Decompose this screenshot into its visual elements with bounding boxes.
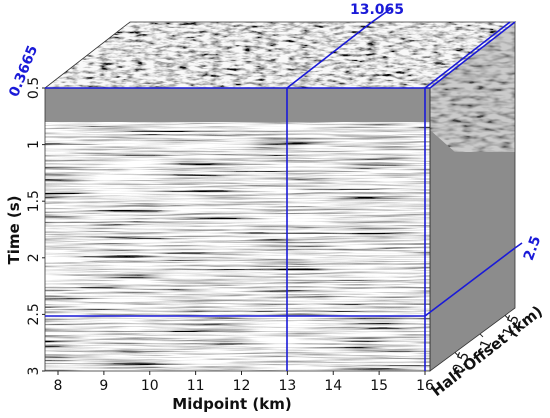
midpoint-axis: 8 9 10 11 12 13 14 15 16 Midpoint (km) bbox=[54, 371, 434, 413]
time-tick-label: 2.5 bbox=[26, 303, 42, 325]
time-tick-label: 1 bbox=[26, 140, 42, 149]
midpoint-tick-label: 11 bbox=[187, 378, 205, 394]
crossline-leader bbox=[371, 7, 393, 23]
offset-tick-mark bbox=[479, 333, 484, 338]
offset-tick-mark bbox=[454, 352, 459, 356]
front-face-inline-section bbox=[45, 88, 430, 371]
midpoint-tick-label: 15 bbox=[370, 378, 388, 394]
time-tick-label: 1.5 bbox=[26, 190, 42, 212]
offset-tick-mark bbox=[504, 315, 509, 319]
midpoint-tick-label: 13 bbox=[278, 378, 296, 394]
offset-leader bbox=[514, 242, 523, 249]
midpoint-tick-label: 9 bbox=[99, 378, 108, 394]
offset-tick-label: 0.5 bbox=[450, 350, 473, 377]
offset-slice-line-top bbox=[424, 21, 511, 89]
midpoint-tick-label: 12 bbox=[233, 378, 251, 394]
midpoint-tick-label: 14 bbox=[324, 378, 342, 394]
midpoint-tick-label: 16 bbox=[416, 378, 434, 394]
crossline-slice-label: 13.065 bbox=[350, 2, 404, 18]
midpoint-tick-label: 10 bbox=[141, 378, 159, 394]
crossline-slice-line-top bbox=[286, 21, 373, 89]
offset-tick-label: 1.5 bbox=[500, 313, 523, 340]
midpoint-tick-label: 8 bbox=[54, 378, 63, 394]
slice-position-lines bbox=[45, 7, 523, 371]
time-tick-label: 0.5 bbox=[26, 77, 42, 99]
side-face-offset-slice bbox=[430, 22, 515, 371]
top-face-time-slice bbox=[45, 22, 515, 88]
time-tick-label: 3 bbox=[26, 367, 42, 376]
offset-depth-line-side bbox=[424, 247, 516, 317]
midpoint-axis-label: Midpoint (km) bbox=[172, 395, 291, 413]
time-axis: Time (s) 0.5 1 1.5 2 2.5 3 bbox=[5, 77, 45, 376]
offset-slice-label: 2.5 bbox=[521, 234, 545, 263]
time-tick-label: 2 bbox=[26, 253, 42, 262]
time-slice-line-side bbox=[429, 21, 516, 89]
time-axis-label: Time (s) bbox=[5, 195, 23, 264]
